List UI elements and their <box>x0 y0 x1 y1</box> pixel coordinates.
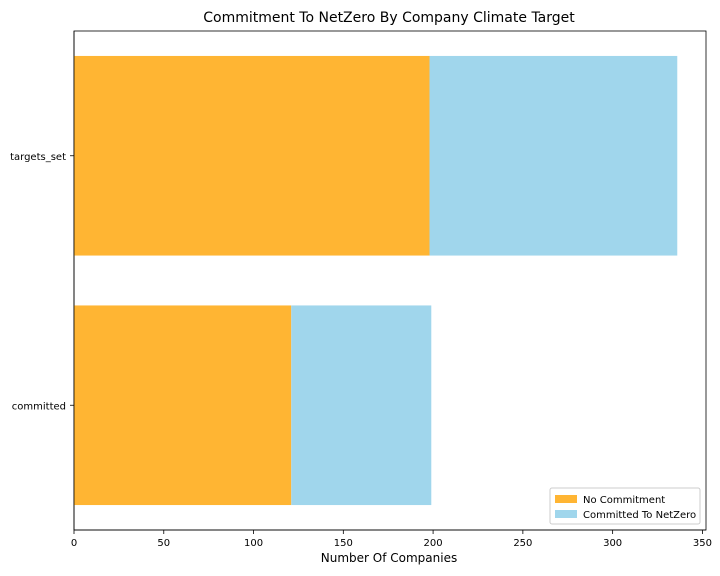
legend: No Commitment Committed To NetZero <box>549 487 701 525</box>
x-tick-label: 100 <box>244 538 263 549</box>
legend-swatch-committed-to-netzero <box>555 510 577 518</box>
axes: committed targets_set 0 50 100 150 200 250 300 35… <box>10 31 712 549</box>
legend-box <box>549 487 701 525</box>
bars <box>74 55 678 506</box>
bar-committed-committed-to-netzero <box>291 305 432 506</box>
x-tick-label: 150 <box>334 538 353 549</box>
bar-targets_set-no-commitment <box>74 55 430 256</box>
chart-title: Commitment To NetZero By Company Climate… <box>203 10 575 26</box>
x-tick-label: 0 <box>71 538 77 549</box>
legend-label: Committed To NetZero <box>583 510 696 521</box>
x-tick-label: 50 <box>157 538 170 549</box>
bar-committed-no-commitment <box>74 305 292 506</box>
x-tick-label: 300 <box>603 538 622 549</box>
x-tick-label: 200 <box>424 538 443 549</box>
y-tick-label: committed <box>12 401 66 412</box>
bar-targets_set-committed-to-netzero <box>429 55 678 256</box>
y-tick-label: targets_set <box>10 152 66 163</box>
x-axis-label: Number Of Companies <box>321 551 457 565</box>
x-tick-label: 350 <box>693 538 712 549</box>
legend-label: No Commitment <box>583 495 665 506</box>
legend-swatch-no-commitment <box>555 495 577 503</box>
x-tick-label: 250 <box>513 538 532 549</box>
